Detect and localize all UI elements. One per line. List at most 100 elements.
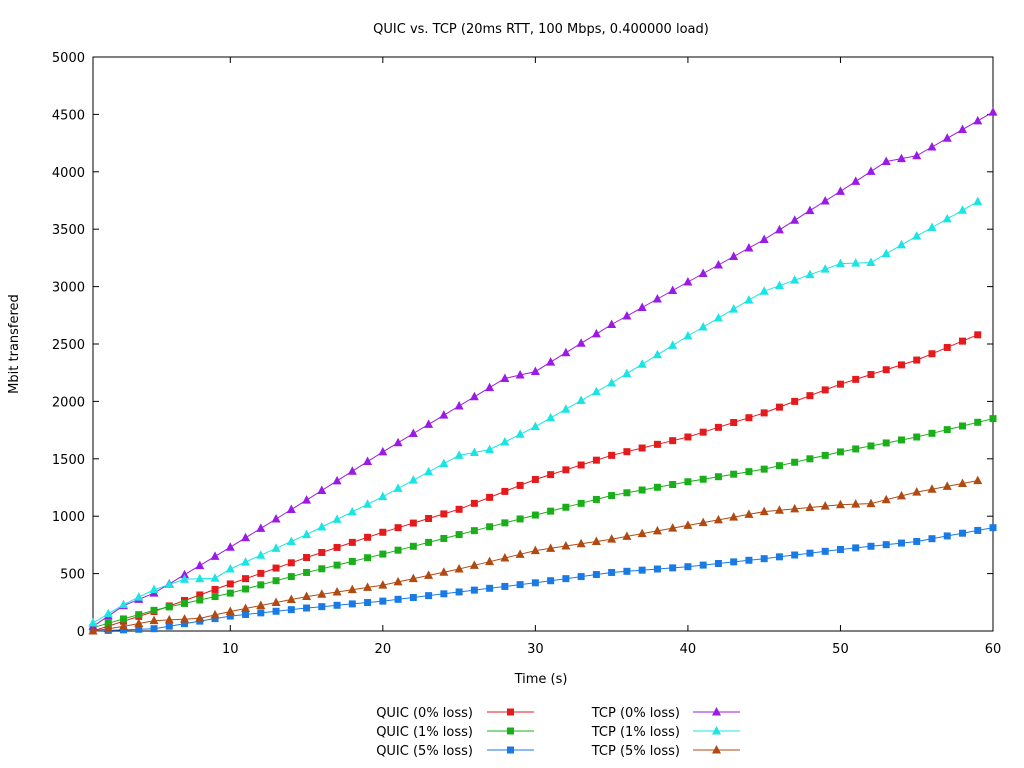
- data-point: [180, 614, 190, 623]
- data-point: [974, 331, 982, 339]
- data-point: [974, 418, 982, 426]
- data-point: [225, 564, 235, 573]
- data-point: [957, 205, 967, 214]
- y-axis: 0 500 1000 1500 2000 2500 3000 3500 4000 4500 5000: [52, 51, 993, 640]
- data-point: [835, 186, 845, 195]
- y-tick-label: 2000: [52, 395, 85, 410]
- data-point: [562, 575, 570, 583]
- data-point: [592, 571, 600, 579]
- data-point: [333, 543, 341, 551]
- series-line: [92, 201, 978, 624]
- data-point: [957, 478, 967, 487]
- data-point: [653, 483, 661, 491]
- data-point: [531, 579, 539, 587]
- data-point: [347, 506, 357, 516]
- data-point: [683, 277, 693, 286]
- data-point: [821, 451, 829, 459]
- data-point: [745, 468, 753, 476]
- data-point: [637, 528, 647, 538]
- x-tick-label: 60: [985, 642, 1002, 657]
- y-tick-label: 2500: [52, 338, 85, 353]
- data-point: [576, 395, 586, 404]
- data-point: [881, 494, 891, 504]
- data-point: [851, 499, 861, 508]
- data-point: [195, 573, 205, 583]
- data-point: [164, 579, 174, 589]
- data-point: [927, 222, 937, 231]
- data-point: [454, 564, 464, 573]
- data-point: [973, 475, 983, 485]
- legend-entry-5: TCP (1% loss): [591, 725, 740, 740]
- data-point: [866, 166, 876, 175]
- data-point: [409, 542, 417, 550]
- data-point: [226, 612, 234, 620]
- data-point: [988, 107, 998, 116]
- legend-swatch-marker: [507, 746, 514, 754]
- data-point: [501, 519, 509, 527]
- data-point: [501, 582, 509, 590]
- data-point: [698, 322, 708, 331]
- data-point: [669, 564, 677, 572]
- x-tick-label: 40: [680, 642, 697, 657]
- data-point: [835, 499, 845, 509]
- data-point: [516, 581, 524, 589]
- data-point: [501, 487, 509, 495]
- data-point: [896, 153, 906, 163]
- data-point: [440, 510, 448, 518]
- data-point: [608, 492, 616, 500]
- data-point: [576, 538, 586, 548]
- data-point: [684, 478, 692, 486]
- data-point: [302, 529, 312, 539]
- data-point: [486, 493, 494, 501]
- data-point: [226, 580, 234, 588]
- data-point: [303, 554, 311, 562]
- data-point: [455, 588, 463, 596]
- legend-swatch-marker: [507, 708, 514, 716]
- data-point: [790, 275, 800, 284]
- data-point: [363, 499, 373, 508]
- data-point: [730, 470, 738, 478]
- data-point: [684, 433, 692, 441]
- data-point: [881, 248, 891, 258]
- data-point: [974, 526, 982, 534]
- data-point: [607, 319, 617, 328]
- data-point: [592, 456, 600, 464]
- data-point: [165, 603, 173, 611]
- chart-title: QUIC vs. TCP (20ms RTT, 100 Mbps, 0.4000…: [373, 22, 709, 37]
- data-point: [149, 615, 159, 625]
- data-point: [272, 564, 280, 572]
- data-point: [241, 603, 251, 612]
- data-point: [562, 503, 570, 511]
- y-tick-label: 1500: [52, 453, 85, 468]
- data-point: [744, 243, 754, 252]
- data-point: [210, 609, 220, 619]
- data-point: [851, 176, 861, 185]
- data-point: [348, 600, 356, 608]
- data-point: [577, 461, 585, 469]
- data-point: [652, 349, 662, 359]
- data-point: [332, 586, 342, 596]
- data-point: [713, 260, 723, 269]
- data-point: [805, 205, 815, 215]
- data-point: [989, 524, 997, 532]
- data-point: [942, 213, 952, 223]
- data-point: [943, 343, 951, 351]
- data-point: [912, 150, 922, 160]
- data-point: [821, 386, 829, 394]
- data-point: [424, 466, 434, 476]
- data-point: [516, 515, 524, 523]
- data-point: [500, 436, 510, 446]
- data-point: [455, 531, 463, 539]
- data-point: [913, 356, 921, 364]
- data-point: [913, 433, 921, 441]
- data-point: [150, 606, 158, 614]
- data-point: [135, 625, 143, 633]
- data-point: [668, 523, 678, 532]
- data-point: [470, 586, 478, 594]
- data-point: [669, 481, 677, 489]
- data-point: [608, 451, 616, 459]
- data-point: [333, 601, 341, 609]
- data-point: [485, 556, 495, 566]
- legend-swatch-marker: [507, 727, 514, 735]
- data-point: [364, 554, 372, 562]
